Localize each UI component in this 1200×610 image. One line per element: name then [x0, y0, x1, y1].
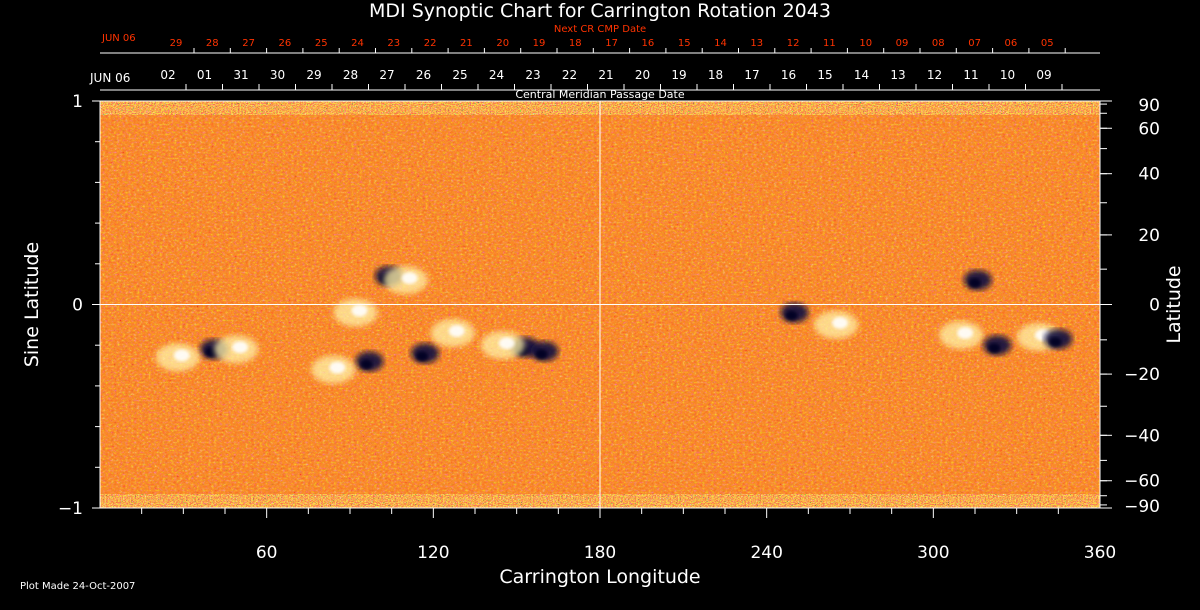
x-axis-label: Carrington Longitude: [499, 566, 700, 588]
cmp-date-label: 27: [379, 68, 394, 82]
active-region-core: [957, 327, 974, 340]
cmp-axis-label: Central Meridian Passage Date: [515, 88, 684, 101]
active-region-core: [173, 349, 190, 362]
next-cr-date-label: 25: [315, 38, 328, 49]
next-cr-date-label: 29: [170, 38, 183, 49]
x-tick-label: 300: [917, 543, 949, 563]
active-region-core: [401, 272, 418, 285]
y-right-tick-label: −20: [1124, 365, 1160, 385]
next-cr-date-label: 18: [569, 38, 582, 49]
next-cr-date-label: 14: [714, 38, 727, 49]
x-tick-label: 60: [256, 543, 278, 563]
next-cr-date-label: 12: [787, 38, 800, 49]
cmp-date-label: 16: [781, 68, 796, 82]
cmp-date-label: 21: [598, 68, 613, 82]
next-cr-date-label: 09: [896, 38, 909, 49]
y-right-tick-label: −60: [1124, 472, 1160, 492]
cmp-start-label: JUN 06: [89, 71, 130, 85]
next-cr-date-label: 21: [460, 38, 473, 49]
cmp-date-label: 20: [635, 68, 650, 82]
y-right-tick-label: 20: [1138, 226, 1160, 246]
next-cr-date-label: 28: [206, 38, 219, 49]
chart-title: MDI Synoptic Chart for Carrington Rotati…: [369, 0, 831, 22]
cmp-date-label: 10: [1000, 68, 1015, 82]
active-region-core: [968, 278, 981, 289]
next-cr-date-label: 06: [1005, 38, 1018, 49]
cmp-date-label: 18: [708, 68, 723, 82]
active-region-core: [329, 361, 346, 374]
next-cr-date-label: 27: [242, 38, 255, 49]
active-region-core: [1049, 337, 1062, 348]
active-region-core: [204, 347, 217, 358]
active-region-core: [785, 310, 798, 321]
x-tick-label: 120: [417, 543, 449, 563]
active-region-core: [416, 351, 428, 362]
active-region-core: [535, 349, 548, 360]
y-right-tick-label: 60: [1138, 119, 1160, 139]
active-region-core: [498, 337, 515, 350]
cmp-date-label: 19: [671, 68, 686, 82]
active-region-core: [832, 316, 849, 329]
cmp-date-label: 09: [1036, 68, 1051, 82]
active-regions: [155, 266, 1073, 384]
cmp-date-label: 30: [270, 68, 285, 82]
next-cr-date-label: 11: [823, 38, 836, 49]
active-region-core: [448, 324, 465, 337]
y-right-tick-label: 0: [1149, 296, 1160, 316]
next-cr-date-label: 07: [968, 38, 981, 49]
next-cr-start-label: JUN 06: [101, 33, 136, 44]
y-left-tick-label: 1: [72, 92, 83, 112]
next-cr-date-label: 23: [387, 38, 400, 49]
y-left-axis-label: Sine Latitude: [21, 242, 43, 367]
next-cr-date-label: 15: [678, 38, 691, 49]
cmp-date-label: 29: [306, 68, 321, 82]
cmp-date-label: 26: [416, 68, 431, 82]
y-right-tick-label: −40: [1124, 426, 1160, 446]
cmp-date-label: 22: [562, 68, 577, 82]
cmp-date-label: 24: [489, 68, 504, 82]
next-cr-date-label: 17: [605, 38, 618, 49]
y-right-tick-label: −90: [1124, 497, 1160, 517]
x-tick-label: 360: [1084, 543, 1116, 563]
cmp-date-label: 31: [233, 68, 248, 82]
cmp-date-label: 01: [197, 68, 212, 82]
y-right-tick-label: 90: [1138, 96, 1160, 116]
plot-made-footer: Plot Made 24-Oct-2007: [20, 581, 136, 592]
next-cr-date-label: 05: [1041, 38, 1054, 49]
crosshair-grid: [100, 101, 1100, 508]
active-region-core: [988, 343, 1001, 354]
next-cr-date-label: 22: [424, 38, 437, 49]
next-cr-date-label: 08: [932, 38, 945, 49]
cmp-date-label: 15: [817, 68, 832, 82]
cmp-date-label: 13: [890, 68, 905, 82]
next-cr-date-label: 24: [351, 38, 364, 49]
active-region-core: [351, 304, 368, 317]
y-right-tick-label: 40: [1138, 165, 1160, 185]
next-cr-date-label: 10: [859, 38, 872, 49]
y-right-axis-label: Latitude: [1163, 265, 1185, 343]
next-cr-axis-label: Next CR CMP Date: [554, 24, 646, 35]
cmp-date-label: 17: [744, 68, 759, 82]
cmp-date-label: 14: [854, 68, 869, 82]
x-tick-label: 240: [750, 543, 782, 563]
y-left-tick-label: −1: [58, 499, 83, 519]
y-left-tick-label: 0: [72, 296, 83, 316]
active-region-core: [232, 341, 249, 354]
next-cr-date-label: 26: [279, 38, 292, 49]
next-cr-date-label: 20: [496, 38, 509, 49]
active-region-core: [360, 359, 373, 370]
next-cr-date-label: 13: [750, 38, 763, 49]
next-cr-date-label: 16: [642, 38, 655, 49]
cmp-date-label: 28: [343, 68, 358, 82]
cmp-date-label: 11: [963, 68, 978, 82]
next-cr-date-label: 19: [533, 38, 546, 49]
cmp-date-label: 23: [525, 68, 540, 82]
cmp-date-label: 02: [160, 68, 175, 82]
x-tick-label: 180: [584, 543, 616, 563]
cmp-date-label: 25: [452, 68, 467, 82]
cmp-date-label: 12: [927, 68, 942, 82]
